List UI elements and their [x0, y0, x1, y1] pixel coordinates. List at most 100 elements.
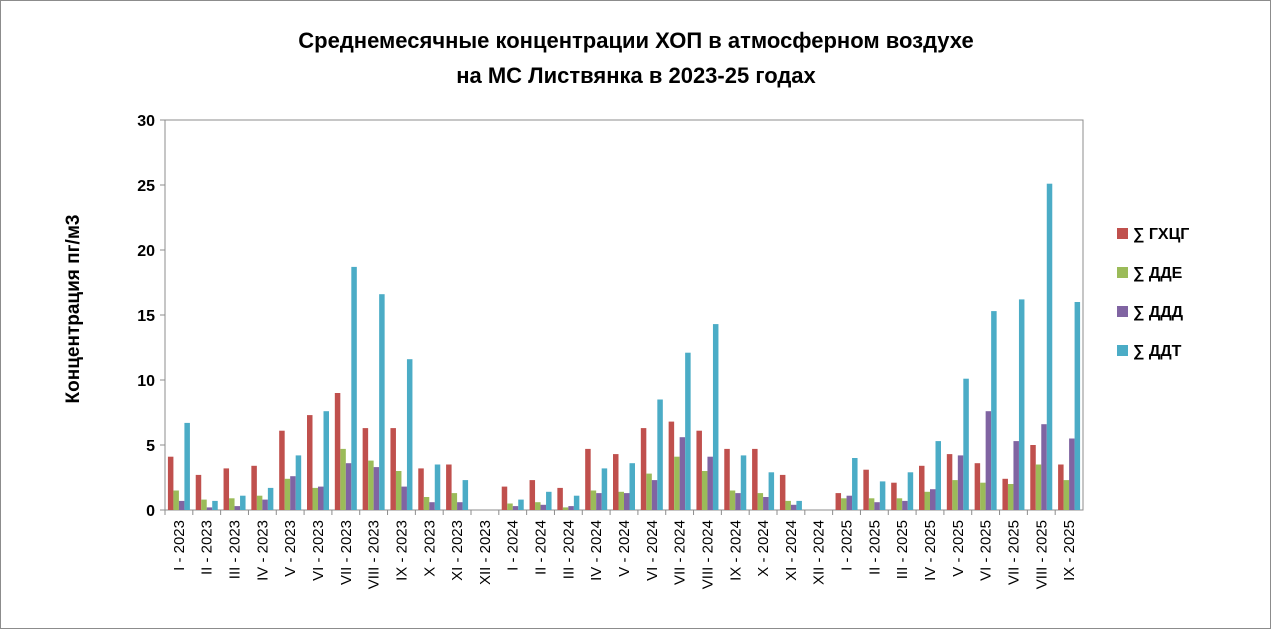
legend-swatch	[1117, 306, 1128, 317]
bar-3-22	[763, 497, 769, 510]
bar-4-20	[712, 324, 719, 510]
bar-1-14	[529, 480, 536, 510]
bar-3-6	[318, 486, 324, 510]
bar-1-32	[1030, 445, 1036, 510]
bar-3-17	[624, 493, 630, 510]
legend-swatch	[1117, 228, 1128, 239]
bar-2-7	[340, 448, 346, 510]
bar-4-3	[240, 495, 246, 510]
bar-3-29	[957, 455, 964, 510]
bar-3-33	[1069, 438, 1075, 510]
bar-4-11	[462, 480, 469, 510]
bar-1-3	[223, 468, 230, 510]
bar-1-5	[279, 430, 285, 510]
bar-4-32	[1046, 183, 1053, 510]
bar-2-20	[701, 471, 708, 510]
y-tick-label: 25	[137, 178, 155, 195]
x-tick-label: VIII - 2024	[700, 520, 717, 589]
bar-4-2	[212, 500, 218, 510]
bar-4-9	[406, 359, 413, 510]
bar-3-8	[373, 467, 380, 510]
x-tick-label: IV - 2024	[588, 520, 605, 581]
bar-3-1	[178, 500, 185, 510]
x-tick-label: VI - 2025	[978, 520, 995, 581]
x-tick-label: IX - 2023	[394, 520, 411, 581]
bar-3-5	[290, 476, 296, 510]
x-tick-label: VIII - 2025	[1033, 520, 1050, 589]
bar-4-15	[573, 495, 580, 510]
y-tick-label: 20	[137, 243, 155, 260]
bar-1-17	[613, 454, 619, 510]
bar-4-5	[295, 455, 302, 510]
x-tick-label: II - 2025	[866, 520, 883, 575]
bar-3-15	[568, 506, 574, 510]
x-tick-label: V - 2023	[282, 520, 299, 577]
legend: ∑ ГХЦГ ∑ ДДЕ ∑ ДДД ∑ ДДТ	[1117, 226, 1189, 360]
bar-3-26	[874, 502, 880, 510]
bar-4-13	[518, 499, 524, 510]
bar-2-8	[368, 460, 374, 510]
bar-2-16	[590, 490, 597, 510]
x-tick-label: IV - 2025	[922, 520, 939, 581]
bar-2-18	[646, 473, 652, 510]
x-tick-label: III - 2025	[894, 520, 911, 579]
bar-2-2	[201, 499, 207, 510]
bar-2-10	[423, 497, 430, 510]
bar-2-33	[1063, 480, 1070, 510]
bar-2-6	[312, 487, 318, 510]
bar-1-22	[752, 448, 758, 510]
bar-1-23	[779, 474, 786, 510]
bar-1-29	[946, 454, 953, 510]
bar-2-32	[1035, 464, 1042, 510]
bar-4-10	[434, 464, 441, 510]
x-tick-label: IV - 2023	[254, 520, 271, 581]
x-tick-label: III - 2023	[227, 520, 244, 579]
bar-1-31	[1002, 478, 1008, 510]
bar-4-17	[629, 463, 635, 510]
bar-2-4	[256, 495, 263, 510]
bar-2-3	[229, 498, 235, 510]
bar-4-25	[852, 458, 858, 510]
legend-label: ∑ ДДЕ	[1133, 265, 1183, 282]
legend-label: ∑ ДДТ	[1133, 343, 1182, 360]
x-tick-label: IX - 2025	[1061, 520, 1078, 581]
bar-1-20	[696, 430, 702, 510]
bar-2-9	[395, 471, 402, 510]
bar-3-28	[930, 489, 936, 510]
x-tick-label: I - 2025	[839, 520, 856, 571]
x-tick-label: X - 2023	[421, 520, 438, 577]
bar-2-5	[284, 478, 291, 510]
bar-4-27	[907, 472, 914, 510]
bars-group	[167, 183, 1081, 510]
bar-1-21	[724, 448, 730, 510]
bar-3-20	[707, 456, 713, 510]
bar-2-11	[451, 493, 458, 510]
bar-2-13	[507, 503, 513, 510]
y-tick-label: 0	[146, 503, 155, 520]
bar-1-15	[557, 487, 563, 510]
x-tick-label: V - 2025	[950, 520, 967, 577]
x-tick-label: III - 2024	[560, 520, 577, 579]
bar-4-14	[546, 491, 552, 510]
bar-3-9	[401, 486, 407, 510]
bar-3-13	[512, 506, 519, 510]
bar-4-19	[685, 352, 691, 510]
bar-3-7	[345, 463, 352, 510]
x-ticks-group: I - 2023 II - 2023 III - 2023 IV - 2023 V - …	[164, 510, 1078, 589]
bar-3-27	[902, 500, 908, 510]
bar-2-14	[535, 502, 541, 510]
legend-label: ∑ ДДД	[1133, 304, 1184, 321]
bar-3-19	[679, 437, 686, 510]
bar-2-1	[173, 490, 179, 510]
bar-4-7	[351, 266, 357, 510]
legend-swatch	[1117, 345, 1128, 356]
bar-1-7	[334, 393, 341, 510]
bar-3-21	[735, 493, 741, 510]
bar-3-23	[790, 504, 797, 510]
bar-1-30	[974, 463, 981, 510]
legend-swatch	[1117, 267, 1128, 278]
bar-1-2	[195, 474, 202, 510]
bar-3-4	[262, 499, 268, 510]
bar-1-4	[251, 465, 257, 510]
